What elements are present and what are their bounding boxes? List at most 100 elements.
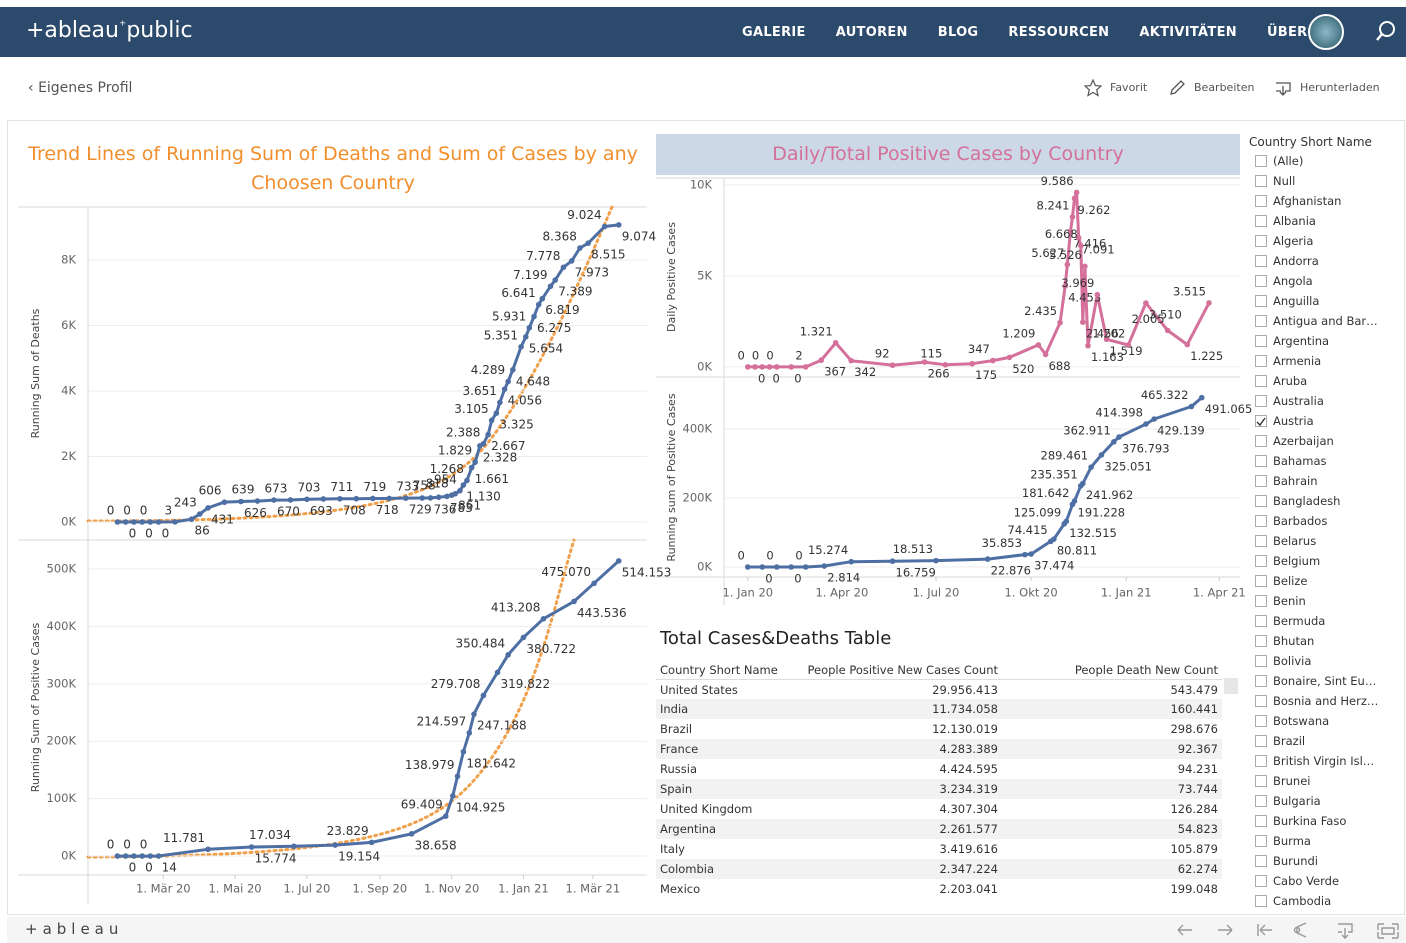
redo-icon[interactable]	[1218, 924, 1233, 936]
filter-item[interactable]: Azerbaijan	[1249, 433, 1399, 453]
share-icon[interactable]	[1296, 922, 1307, 938]
checkbox[interactable]	[1255, 515, 1267, 527]
checkbox[interactable]	[1255, 735, 1267, 747]
logo[interactable]: +ableau⁺public	[26, 18, 193, 43]
filter-item[interactable]: Bosnia and Herz…	[1249, 693, 1399, 713]
checkbox[interactable]	[1255, 195, 1267, 207]
checkbox[interactable]	[1255, 635, 1267, 647]
filter-item[interactable]: Bhutan	[1249, 633, 1399, 653]
filter-item[interactable]: Null	[1249, 173, 1399, 193]
checkbox[interactable]	[1255, 755, 1267, 767]
filter-item[interactable]: Cabo Verde	[1249, 873, 1399, 893]
checkbox[interactable]	[1255, 555, 1267, 567]
filter-item[interactable]: Belarus	[1249, 533, 1399, 553]
checkbox[interactable]	[1255, 535, 1267, 547]
checkbox[interactable]	[1255, 475, 1267, 487]
filter-item[interactable]: Barbados	[1249, 513, 1399, 533]
checkbox[interactable]	[1255, 835, 1267, 847]
nav-item[interactable]: AKTIVITÄTEN	[1139, 24, 1237, 40]
checkbox[interactable]	[1255, 295, 1267, 307]
nav-item[interactable]: ÜBER	[1266, 24, 1308, 40]
filter-item[interactable]: Belize	[1249, 573, 1399, 593]
filter-item[interactable]: Bermuda	[1249, 613, 1399, 633]
nav-item[interactable]: RESSOURCEN	[1008, 24, 1110, 40]
nav-item[interactable]: BLOG	[937, 24, 979, 40]
filter-item[interactable]: Bolivia	[1249, 653, 1399, 673]
checkbox[interactable]	[1255, 575, 1267, 587]
checkbox[interactable]	[1255, 855, 1267, 867]
filter-item[interactable]: Australia	[1249, 393, 1399, 413]
revert-icon[interactable]	[1257, 924, 1272, 936]
toolbar-action[interactable]: Herunterladen	[1300, 81, 1380, 94]
checkbox[interactable]	[1255, 775, 1267, 787]
filter-item[interactable]: Botswana	[1249, 713, 1399, 733]
filter-item[interactable]: Bulgaria	[1249, 793, 1399, 813]
filter-item[interactable]: Bonaire, Sint Eu…	[1249, 673, 1399, 693]
filter-item[interactable]: Bangladesh	[1249, 493, 1399, 513]
filter-item[interactable]: Burkina Faso	[1249, 813, 1399, 833]
filter-item[interactable]: Burundi	[1249, 853, 1399, 873]
filter-item[interactable]: (Alle)	[1249, 153, 1399, 173]
filter-item[interactable]: Aruba	[1249, 373, 1399, 393]
checkbox[interactable]	[1255, 595, 1267, 607]
checkbox[interactable]	[1255, 815, 1267, 827]
filter-item[interactable]: Algeria	[1249, 233, 1399, 253]
checkbox[interactable]	[1255, 335, 1267, 347]
checkbox[interactable]	[1255, 875, 1267, 887]
filter-item[interactable]: Benin	[1249, 593, 1399, 613]
checkbox[interactable]	[1255, 715, 1267, 727]
checkbox[interactable]	[1255, 175, 1267, 187]
filter-item[interactable]: Angola	[1249, 273, 1399, 293]
search-icon[interactable]	[1374, 19, 1398, 43]
filter-item[interactable]: Bahamas	[1249, 453, 1399, 473]
checkbox[interactable]	[1255, 675, 1267, 687]
footer-logo[interactable]: +ableau	[25, 920, 124, 938]
toolbar-action[interactable]: Bearbeiten	[1194, 81, 1255, 94]
avatar[interactable]	[1307, 13, 1345, 51]
checkbox[interactable]	[1255, 255, 1267, 267]
filter-item[interactable]: Anguilla	[1249, 293, 1399, 313]
filter-item[interactable]: Albania	[1249, 213, 1399, 233]
checkbox[interactable]	[1255, 315, 1267, 327]
filter-item[interactable]: Bahrain	[1249, 473, 1399, 493]
checkbox[interactable]	[1255, 795, 1267, 807]
nav-item[interactable]: AUTOREN	[835, 24, 908, 40]
checkbox[interactable]	[1255, 395, 1267, 407]
star-icon[interactable]	[1084, 79, 1102, 97]
download-icon[interactable]	[1274, 79, 1292, 97]
checkbox[interactable]	[1255, 235, 1267, 247]
download-icon[interactable]	[1338, 923, 1353, 939]
back-link[interactable]: ‹ Eigenes Profil	[28, 80, 133, 96]
filter-item[interactable]: Austria	[1249, 413, 1399, 433]
checkbox[interactable]	[1255, 495, 1267, 507]
checkbox[interactable]	[1255, 435, 1267, 447]
filter-item[interactable]: Brunei	[1249, 773, 1399, 793]
checkbox[interactable]	[1255, 655, 1267, 667]
edit-icon[interactable]	[1168, 79, 1186, 97]
checkbox[interactable]	[1255, 275, 1267, 287]
checkbox[interactable]	[1255, 615, 1267, 627]
filter-item[interactable]: Belgium	[1249, 553, 1399, 573]
filter-item[interactable]: Antigua and Bar…	[1249, 313, 1399, 333]
checkbox[interactable]	[1255, 215, 1267, 227]
scrollbar[interactable]	[1224, 678, 1238, 694]
filter-item[interactable]: Cambodia	[1249, 893, 1399, 907]
filter-item[interactable]: Argentina	[1249, 333, 1399, 353]
checkbox[interactable]	[1255, 375, 1267, 387]
filter-item[interactable]: Brazil	[1249, 733, 1399, 753]
nav-item[interactable]: GALERIE	[742, 24, 806, 40]
checkbox[interactable]	[1255, 155, 1267, 167]
undo-icon[interactable]	[1177, 924, 1192, 936]
filter-item[interactable]: Afghanistan	[1249, 193, 1399, 213]
checkbox[interactable]	[1255, 895, 1267, 907]
filter-item[interactable]: Andorra	[1249, 253, 1399, 273]
filter-item[interactable]: British Virgin Isl…	[1249, 753, 1399, 773]
checkbox[interactable]	[1255, 695, 1267, 707]
toolbar-action[interactable]: Favorit	[1110, 81, 1148, 94]
checkbox[interactable]	[1255, 455, 1267, 467]
fullscreen-icon[interactable]	[1377, 923, 1399, 939]
checkbox[interactable]	[1255, 355, 1267, 367]
checkbox[interactable]	[1255, 415, 1267, 427]
filter-item[interactable]: Burma	[1249, 833, 1399, 853]
filter-item[interactable]: Armenia	[1249, 353, 1399, 373]
